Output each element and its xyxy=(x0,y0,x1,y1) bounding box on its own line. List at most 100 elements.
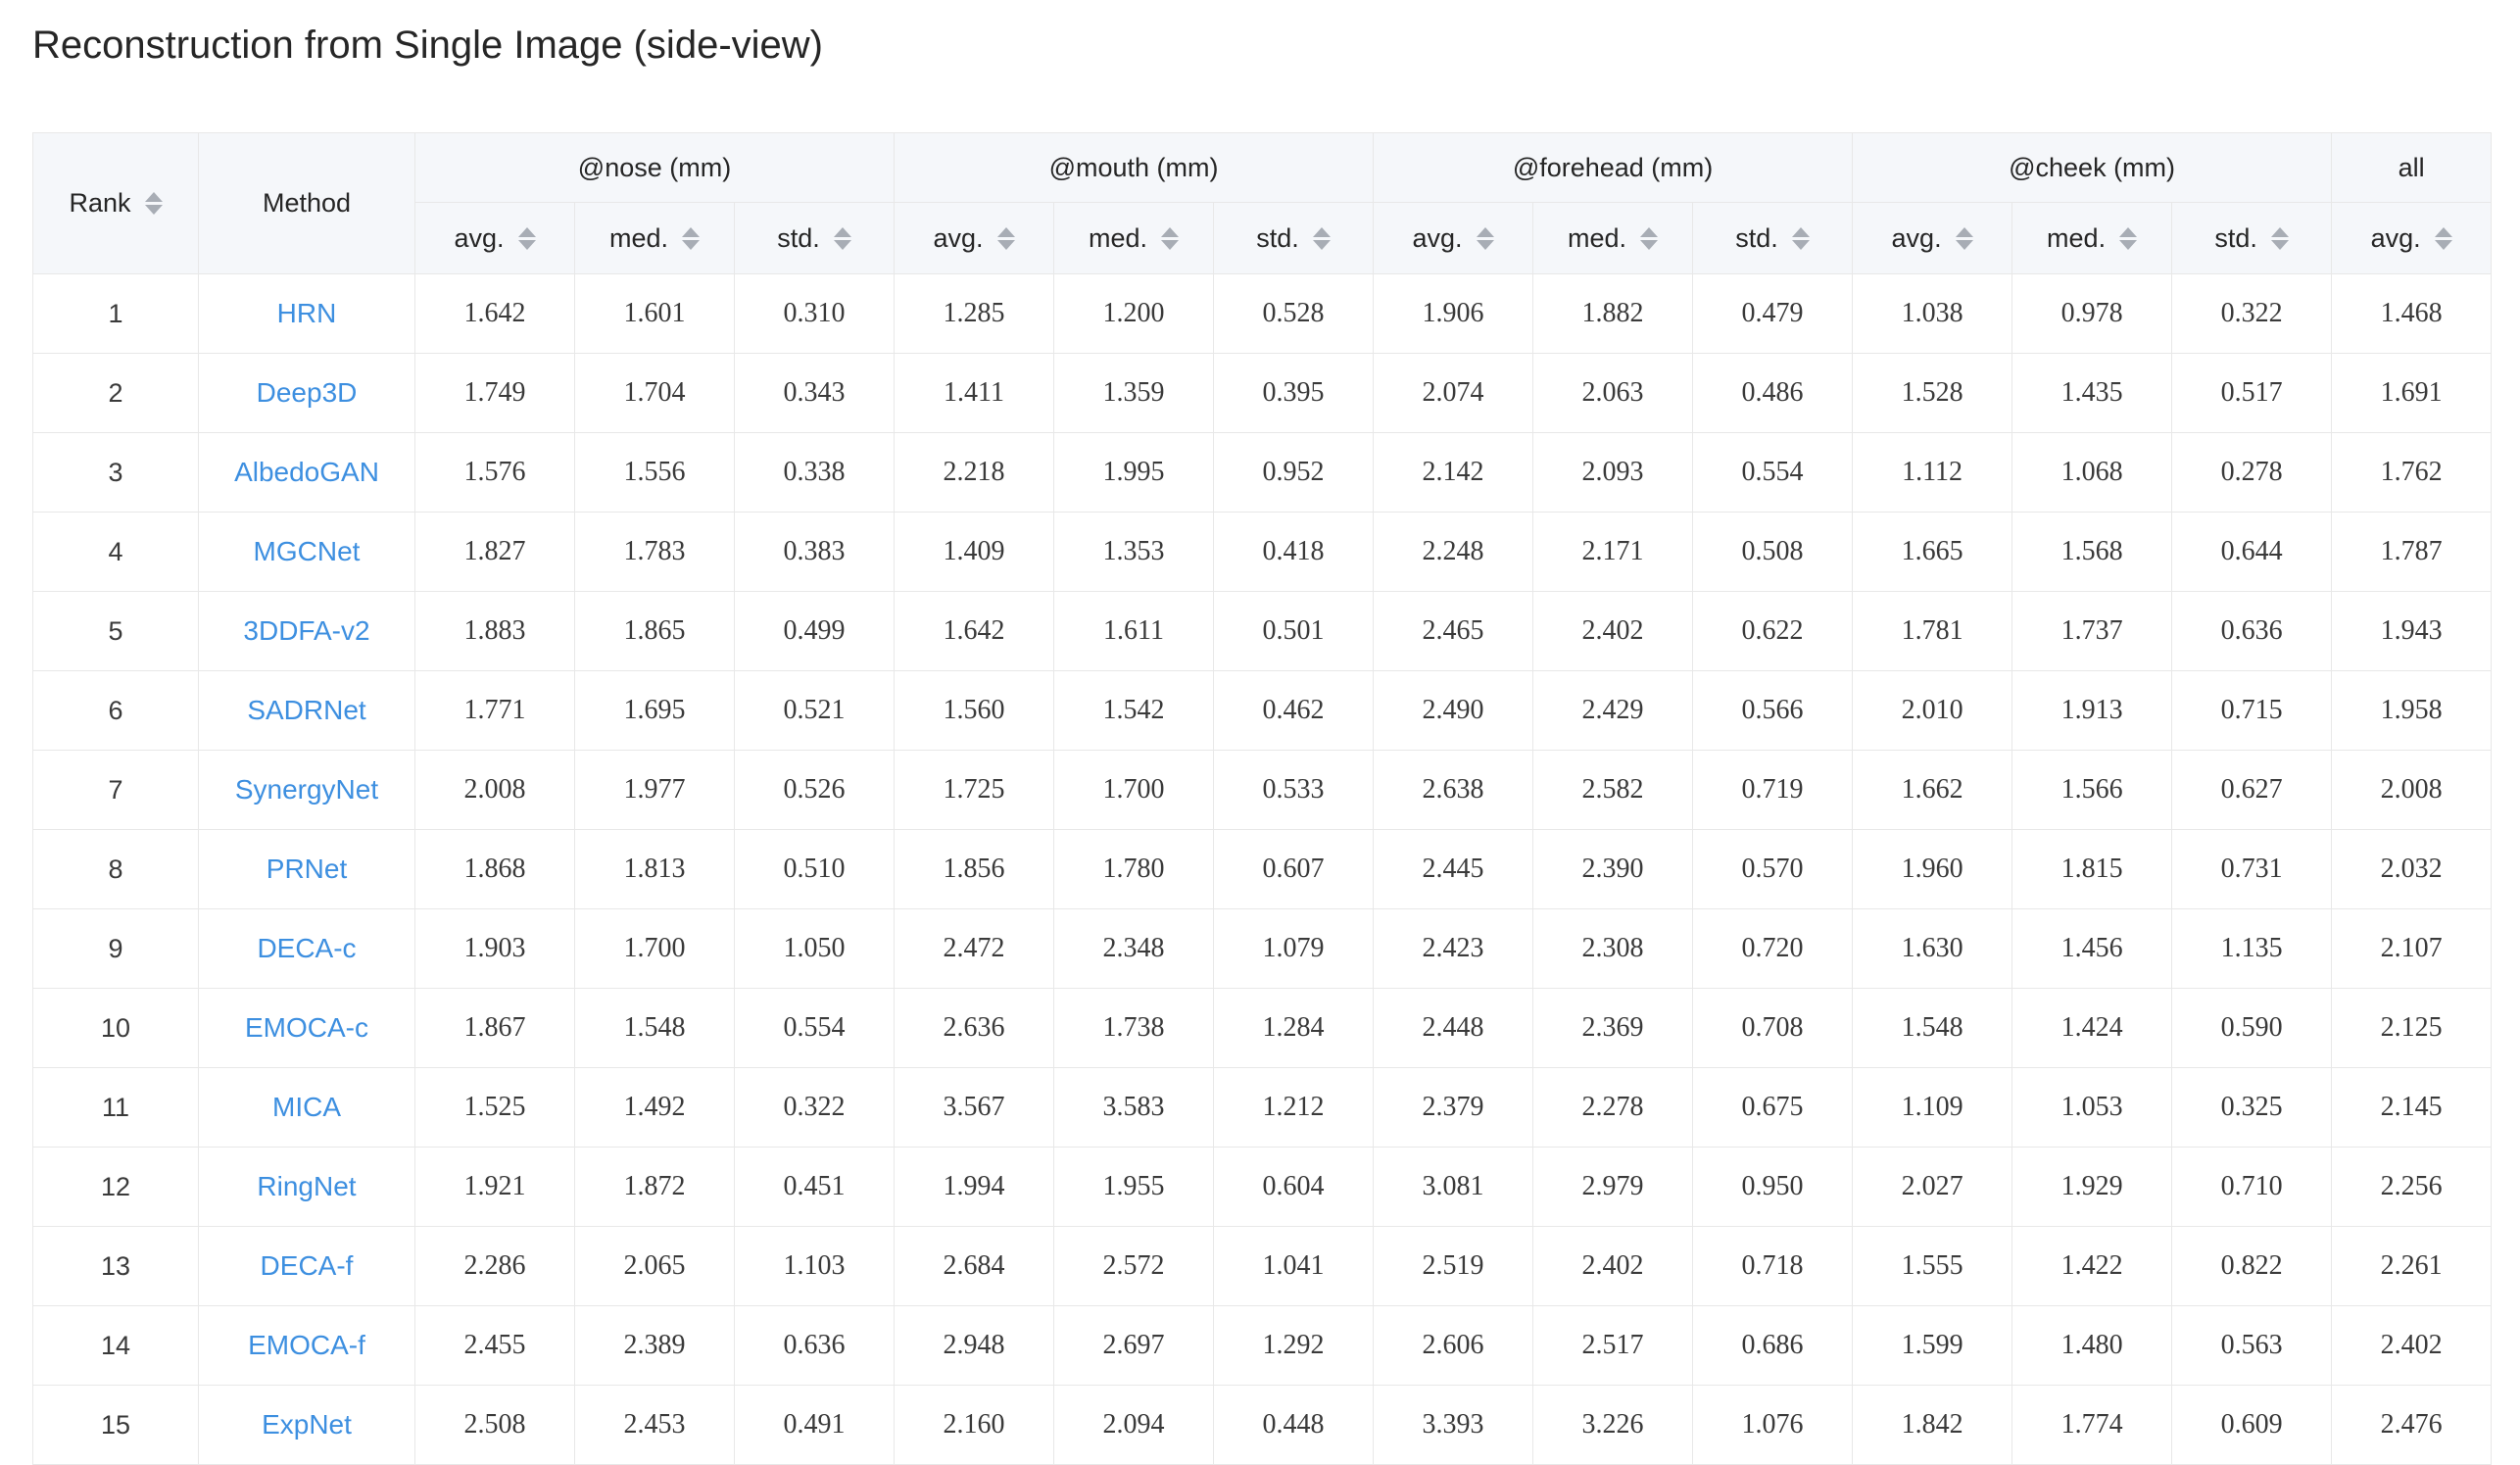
sortable-column-header[interactable]: avg. xyxy=(1373,202,1534,274)
sortable-column-header[interactable]: med. xyxy=(2011,202,2173,274)
method-link[interactable]: MICA xyxy=(272,1092,341,1122)
method-link[interactable]: DECA-c xyxy=(257,933,357,963)
value-cell: 0.644 xyxy=(2171,512,2333,592)
sortable-column-header[interactable]: med. xyxy=(574,202,735,274)
sortable-column-header[interactable]: med. xyxy=(1053,202,1215,274)
rank-cell: 11 xyxy=(32,1067,199,1148)
value-cell: 1.815 xyxy=(2011,829,2173,909)
sort-icon[interactable] xyxy=(1955,226,1973,250)
method-link[interactable]: AlbedoGAN xyxy=(234,457,379,487)
value-cell: 0.526 xyxy=(733,750,896,830)
method-link[interactable]: PRNet xyxy=(266,854,348,884)
value-cell: 1.827 xyxy=(414,512,575,592)
value-cell: 0.686 xyxy=(1692,1305,1854,1386)
value-cell: 1.611 xyxy=(1053,591,1215,671)
sortable-column-header[interactable]: med. xyxy=(1532,202,1694,274)
table-row: 5 3DDFA-v2 1.883 1.865 0.499 1.642 1.611 0.501 2… xyxy=(32,591,2493,671)
value-cell: 2.308 xyxy=(1532,908,1694,989)
value-cell: 1.867 xyxy=(414,988,575,1068)
method-link[interactable]: EMOCA-c xyxy=(245,1012,368,1043)
value-cell: 0.710 xyxy=(2171,1147,2333,1227)
method-link[interactable]: SynergyNet xyxy=(234,774,379,805)
sortable-column-header[interactable]: std. xyxy=(1692,202,1854,274)
sort-icon[interactable] xyxy=(517,226,536,250)
sort-icon[interactable] xyxy=(1476,226,1494,250)
sort-icon[interactable] xyxy=(1161,226,1180,250)
sort-icon[interactable] xyxy=(2434,226,2452,250)
table-row: 12 RingNet 1.921 1.872 0.451 1.994 1.955 0.604 3… xyxy=(32,1147,2493,1227)
rank-column-header[interactable]: Rank xyxy=(32,132,199,274)
value-cell: 0.451 xyxy=(733,1147,896,1227)
method-cell: AlbedoGAN xyxy=(198,432,415,513)
sort-icon[interactable] xyxy=(2119,226,2138,250)
value-cell: 0.636 xyxy=(733,1305,896,1386)
method-cell: HRN xyxy=(198,273,415,354)
value-cell: 2.010 xyxy=(1852,670,2013,751)
value-cell: 2.369 xyxy=(1532,988,1694,1068)
sortable-column-header[interactable]: avg. xyxy=(2331,202,2493,274)
column-header-label: avg. xyxy=(1891,222,1942,253)
sort-icon[interactable] xyxy=(682,226,701,250)
sortable-column-header[interactable]: avg. xyxy=(894,202,1055,274)
rank-cell: 12 xyxy=(32,1147,199,1227)
value-cell: 0.952 xyxy=(1213,432,1375,513)
value-cell: 0.636 xyxy=(2171,591,2333,671)
method-link[interactable]: EMOCA-f xyxy=(248,1330,365,1360)
value-cell: 1.050 xyxy=(733,908,896,989)
value-cell: 2.465 xyxy=(1373,591,1534,671)
column-header-label: med. xyxy=(1568,222,1627,253)
value-cell: 2.517 xyxy=(1532,1305,1694,1386)
value-cell: 1.424 xyxy=(2011,988,2173,1068)
rank-cell: 5 xyxy=(32,591,199,671)
method-link[interactable]: SADRNet xyxy=(247,695,366,725)
value-cell: 1.662 xyxy=(1852,750,2013,830)
value-cell: 1.749 xyxy=(414,353,575,433)
sort-icon[interactable] xyxy=(2270,226,2289,250)
sort-icon[interactable] xyxy=(833,226,851,250)
value-cell: 1.109 xyxy=(1852,1067,2013,1148)
method-link[interactable]: RingNet xyxy=(257,1171,357,1201)
sort-icon[interactable] xyxy=(1312,226,1331,250)
value-cell: 0.310 xyxy=(733,273,896,354)
table-row: 11 MICA 1.525 1.492 0.322 3.567 3.583 1.212 2.37… xyxy=(32,1067,2493,1148)
sortable-column-header[interactable]: avg. xyxy=(1852,202,2013,274)
value-cell: 2.697 xyxy=(1053,1305,1215,1386)
sortable-column-header[interactable]: std. xyxy=(1213,202,1375,274)
sortable-column-header[interactable]: std. xyxy=(2171,202,2333,274)
value-cell: 1.913 xyxy=(2011,670,2173,751)
value-cell: 1.601 xyxy=(574,273,735,354)
method-link[interactable]: DECA-f xyxy=(260,1250,354,1281)
method-cell: SynergyNet xyxy=(198,750,415,830)
rank-cell: 4 xyxy=(32,512,199,592)
value-cell: 1.435 xyxy=(2011,353,2173,433)
header-group-row: Rank Method @nose (mm) @mouth (mm) @fore… xyxy=(32,132,2493,274)
value-cell: 1.292 xyxy=(1213,1305,1375,1386)
table-row: 14 EMOCA-f 2.455 2.389 0.636 2.948 2.697 1.292 2… xyxy=(32,1305,2493,1386)
sortable-column-header[interactable]: std. xyxy=(733,202,896,274)
method-link[interactable]: 3DDFA-v2 xyxy=(243,615,370,646)
sort-icon[interactable] xyxy=(1791,226,1810,250)
sort-icon[interactable] xyxy=(1640,226,1659,250)
method-link[interactable]: ExpNet xyxy=(262,1409,352,1440)
value-cell: 3.081 xyxy=(1373,1147,1534,1227)
sortable-column-header[interactable]: avg. xyxy=(414,202,575,274)
value-cell: 0.418 xyxy=(1213,512,1375,592)
method-link[interactable]: MGCNet xyxy=(253,536,361,566)
sort-icon[interactable] xyxy=(144,192,163,215)
value-cell: 1.568 xyxy=(2011,512,2173,592)
value-cell: 1.548 xyxy=(1852,988,2013,1068)
value-cell: 1.960 xyxy=(1852,829,2013,909)
method-link[interactable]: Deep3D xyxy=(256,377,358,408)
value-cell: 2.142 xyxy=(1373,432,1534,513)
value-cell: 1.865 xyxy=(574,591,735,671)
value-cell: 1.787 xyxy=(2331,512,2493,592)
group-header-mouth: @mouth (mm) xyxy=(894,132,1375,203)
value-cell: 2.636 xyxy=(894,988,1055,1068)
sort-icon[interactable] xyxy=(996,226,1015,250)
value-cell: 1.725 xyxy=(894,750,1055,830)
value-cell: 1.285 xyxy=(894,273,1055,354)
method-link[interactable]: HRN xyxy=(276,298,337,328)
page-title: Reconstruction from Single Image (side-v… xyxy=(32,24,823,67)
value-cell: 3.567 xyxy=(894,1067,1055,1148)
value-cell: 2.606 xyxy=(1373,1305,1534,1386)
